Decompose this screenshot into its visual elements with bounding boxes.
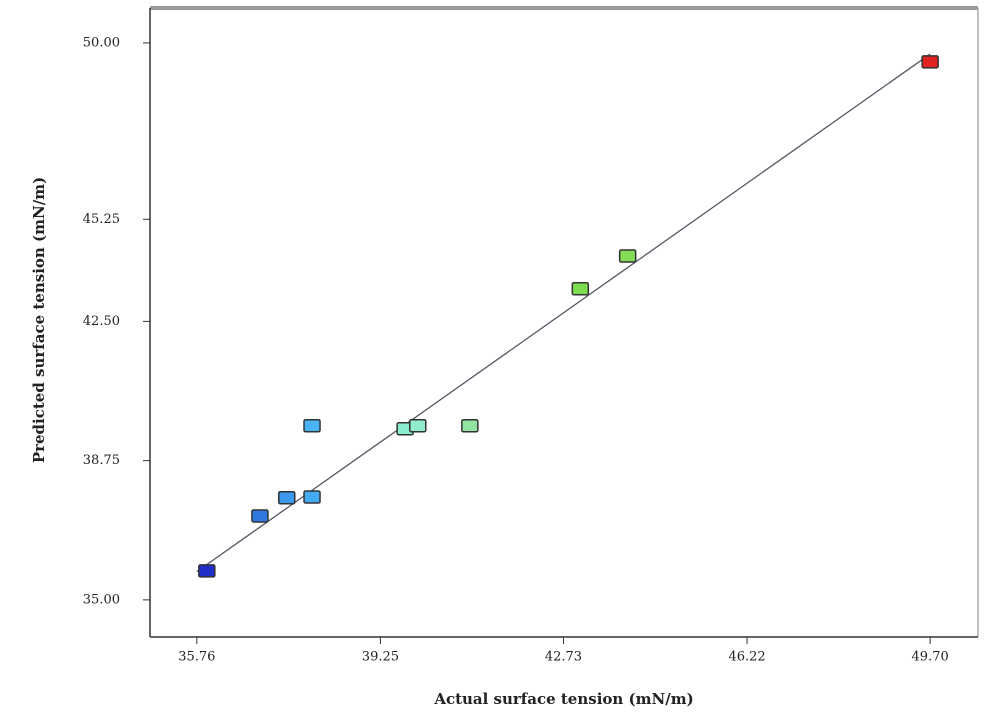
x-axis-label: Actual surface tension (mN/m) [433, 690, 693, 708]
y-tick-label: 35.00 [83, 592, 120, 607]
y-tick-label: 42.50 [83, 314, 120, 329]
x-tick-label: 49.70 [912, 650, 949, 665]
point [278, 491, 296, 505]
point [198, 564, 216, 578]
point [303, 490, 321, 504]
x-tick-label: 42.73 [545, 650, 582, 665]
point [618, 249, 637, 263]
y-tick-label: 38.75 [83, 453, 120, 468]
fit-line [196, 53, 931, 573]
y-tick-label: 45.25 [83, 212, 120, 227]
point [251, 509, 269, 523]
point [409, 418, 427, 433]
x-tick-label: 35.76 [178, 650, 215, 665]
x-tick-label: 39.25 [362, 650, 399, 665]
y-axis-label: Predicted surface tension (mN/m) [30, 177, 48, 463]
x-tick-label: 46.22 [728, 650, 765, 665]
point [461, 418, 479, 433]
y-tick-label: 50.00 [83, 35, 120, 50]
point [571, 281, 590, 296]
point [303, 418, 321, 433]
point [921, 55, 939, 69]
